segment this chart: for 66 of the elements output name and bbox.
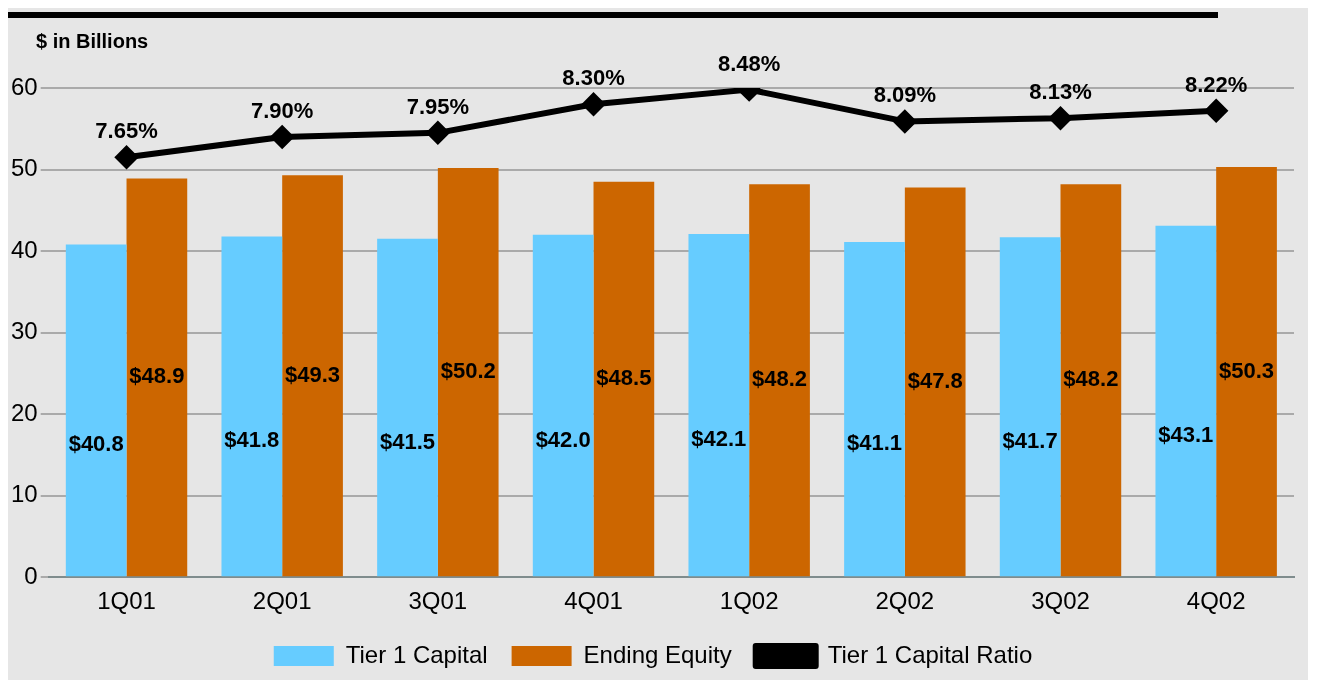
x-tick-label: 1Q02 <box>719 587 779 615</box>
y-tick-label: 0 <box>24 561 38 589</box>
bar <box>999 237 1061 577</box>
bar <box>1216 167 1277 577</box>
data-label: 8.30% <box>562 65 625 91</box>
data-label: 8.13% <box>1029 79 1092 105</box>
y-tick-label: 60 <box>10 72 38 100</box>
point <box>426 121 449 144</box>
data-label: $42.0 <box>535 426 591 452</box>
data-label: $49.3 <box>285 361 341 387</box>
y-tick-label: 40 <box>10 235 38 263</box>
bar <box>437 167 499 577</box>
bar <box>532 234 594 577</box>
data-label: $41.7 <box>1002 427 1058 453</box>
data-label: $48.5 <box>596 365 652 391</box>
point <box>893 110 916 133</box>
data-label: $40.8 <box>68 431 124 457</box>
point <box>271 125 294 148</box>
point <box>1049 107 1072 130</box>
data-label: 8.48% <box>717 50 781 76</box>
y-tick-label: 30 <box>10 317 38 345</box>
data-label: $41.1 <box>846 430 903 456</box>
data-label: $41.5 <box>379 428 436 454</box>
data-label: 7.95% <box>406 93 470 119</box>
y-tick-label: 20 <box>10 398 38 426</box>
y-tick-label: 50 <box>10 154 38 182</box>
x-tick-label: 1Q01 <box>97 587 156 615</box>
x-tick-label: 2Q02 <box>875 587 935 615</box>
data-label: $41.8 <box>224 427 280 453</box>
bar <box>749 184 810 577</box>
y-tick-label: 10 <box>10 480 38 508</box>
data-label: $48.9 <box>129 363 185 389</box>
y-axis-title: $ in Billions <box>36 30 149 53</box>
bar <box>282 175 343 577</box>
bar <box>1155 225 1217 577</box>
data-label: $43.1 <box>1158 422 1214 448</box>
data-label: $48.2 <box>1063 366 1119 392</box>
x-tick-label: 2Q01 <box>252 587 312 615</box>
bar <box>593 181 655 577</box>
bar <box>126 178 188 577</box>
legend-label: Tier 1 Capital Ratio <box>827 640 1033 668</box>
bar <box>65 244 127 577</box>
data-label: $47.8 <box>907 367 963 393</box>
data-label: 7.90% <box>250 97 314 123</box>
point <box>115 146 138 169</box>
legend-label: Ending Equity <box>583 640 732 668</box>
data-label: $50.3 <box>1218 357 1275 383</box>
bar <box>1060 184 1122 577</box>
x-tick-label: 3Q02 <box>1031 587 1090 615</box>
x-tick-label: 4Q02 <box>1186 587 1246 615</box>
bar <box>688 233 750 577</box>
point <box>582 93 605 116</box>
x-tick-label: 4Q01 <box>564 587 623 615</box>
data-label: $42.1 <box>691 426 747 452</box>
data-label: 8.22% <box>1184 71 1248 97</box>
bar <box>904 187 966 577</box>
legend-label: Tier 1 Capital <box>345 640 488 668</box>
data-label: $50.2 <box>440 358 496 384</box>
data-label: 8.09% <box>873 82 937 108</box>
point <box>1205 99 1228 122</box>
bar <box>377 238 438 577</box>
x-tick-label: 3Q01 <box>408 587 468 615</box>
bar <box>221 236 283 577</box>
data-label: $48.2 <box>752 366 808 392</box>
bar <box>844 242 905 577</box>
data-label: 7.65% <box>95 118 158 144</box>
